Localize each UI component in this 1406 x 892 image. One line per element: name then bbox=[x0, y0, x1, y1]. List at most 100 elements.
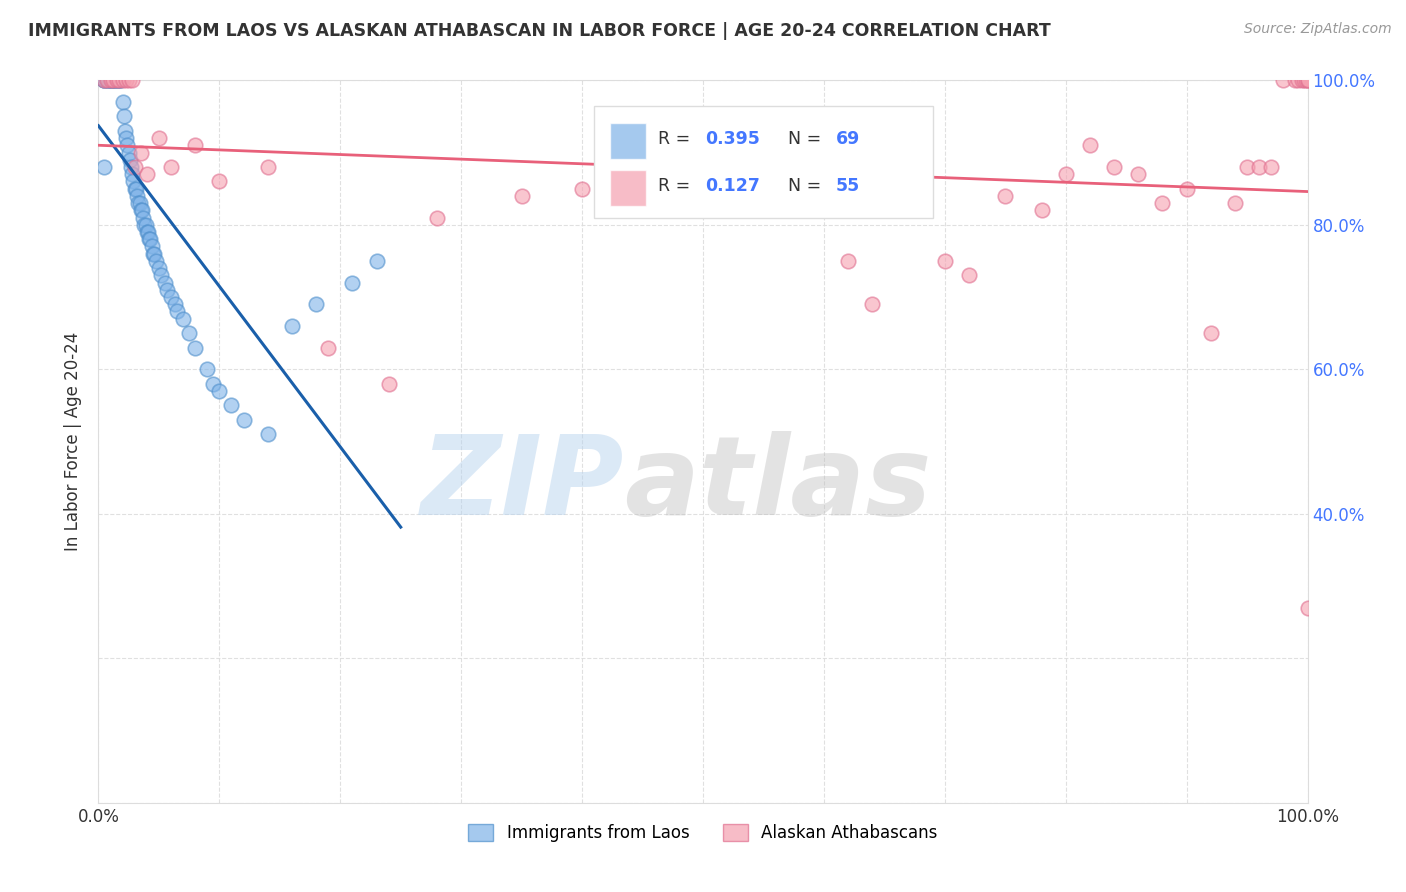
Point bbox=[97, 73, 120, 87]
Point bbox=[316, 341, 339, 355]
Point bbox=[1054, 167, 1077, 181]
Point bbox=[1031, 203, 1053, 218]
Text: 69: 69 bbox=[837, 129, 860, 147]
Point bbox=[1296, 73, 1319, 87]
Point bbox=[118, 153, 141, 167]
Point bbox=[172, 311, 194, 326]
Point bbox=[366, 253, 388, 268]
Point bbox=[110, 73, 132, 87]
Legend: Immigrants from Laos, Alaskan Athabascans: Immigrants from Laos, Alaskan Athabascan… bbox=[461, 817, 945, 848]
Point bbox=[1292, 73, 1315, 87]
Point bbox=[132, 211, 155, 225]
Point bbox=[129, 203, 152, 218]
Text: ZIP: ZIP bbox=[420, 432, 624, 539]
Point bbox=[98, 73, 121, 87]
Point bbox=[957, 268, 980, 283]
Point bbox=[105, 73, 128, 87]
Point bbox=[114, 124, 136, 138]
Text: atlas: atlas bbox=[624, 432, 932, 539]
Point bbox=[121, 73, 143, 87]
Point bbox=[131, 203, 153, 218]
Point bbox=[160, 160, 183, 174]
Text: N =: N = bbox=[787, 129, 827, 147]
Point bbox=[860, 297, 883, 311]
Point bbox=[100, 73, 122, 87]
Point bbox=[139, 232, 162, 246]
Point bbox=[100, 73, 122, 87]
Point bbox=[124, 182, 146, 196]
Point bbox=[101, 73, 124, 87]
Point bbox=[1291, 73, 1313, 87]
Point bbox=[134, 218, 156, 232]
Point bbox=[97, 73, 120, 87]
Point bbox=[510, 189, 533, 203]
Point bbox=[426, 211, 449, 225]
Point bbox=[1295, 73, 1317, 87]
Point bbox=[1128, 167, 1150, 181]
Point bbox=[96, 73, 118, 87]
Point bbox=[156, 283, 179, 297]
Point bbox=[135, 225, 157, 239]
Point bbox=[93, 73, 115, 87]
Point bbox=[145, 253, 167, 268]
Point bbox=[571, 182, 593, 196]
Point bbox=[1236, 160, 1258, 174]
Point bbox=[118, 145, 141, 160]
Point bbox=[281, 318, 304, 333]
Text: 55: 55 bbox=[837, 177, 860, 194]
Point bbox=[1102, 160, 1125, 174]
Point bbox=[112, 110, 135, 124]
Point bbox=[115, 73, 138, 87]
Point bbox=[1078, 138, 1101, 153]
Point bbox=[1260, 160, 1282, 174]
Point bbox=[166, 304, 188, 318]
Point bbox=[163, 297, 186, 311]
Point bbox=[305, 297, 328, 311]
FancyBboxPatch shape bbox=[610, 123, 647, 159]
Point bbox=[100, 73, 122, 87]
Point bbox=[100, 73, 122, 87]
Point bbox=[1286, 73, 1309, 87]
Point bbox=[103, 73, 125, 87]
Point bbox=[129, 145, 152, 160]
Point bbox=[1199, 326, 1222, 340]
Point bbox=[377, 376, 399, 391]
Point bbox=[256, 427, 278, 442]
Point bbox=[1152, 196, 1174, 211]
Point bbox=[813, 138, 835, 153]
Point bbox=[342, 276, 364, 290]
Point bbox=[117, 138, 139, 153]
Text: R =: R = bbox=[658, 129, 696, 147]
Point bbox=[668, 138, 690, 153]
Point bbox=[135, 167, 157, 181]
Point bbox=[1272, 73, 1295, 87]
Point bbox=[1223, 196, 1246, 211]
FancyBboxPatch shape bbox=[595, 105, 932, 218]
Text: 0.395: 0.395 bbox=[706, 129, 761, 147]
Point bbox=[221, 398, 243, 412]
Point bbox=[125, 182, 148, 196]
Text: 0.127: 0.127 bbox=[706, 177, 761, 194]
Point bbox=[728, 153, 751, 167]
Point bbox=[202, 376, 225, 391]
Point bbox=[160, 290, 183, 304]
Point bbox=[111, 73, 134, 87]
Point bbox=[121, 167, 143, 181]
Point bbox=[93, 73, 115, 87]
Point bbox=[122, 174, 145, 188]
Point bbox=[104, 73, 127, 87]
Point bbox=[256, 160, 278, 174]
Point bbox=[96, 73, 118, 87]
Point bbox=[143, 246, 166, 260]
Point bbox=[111, 95, 134, 109]
Point bbox=[148, 261, 170, 276]
Point bbox=[142, 246, 165, 260]
Point bbox=[108, 73, 131, 87]
Point bbox=[93, 160, 115, 174]
Point bbox=[631, 196, 654, 211]
Point bbox=[208, 174, 231, 188]
Point bbox=[93, 73, 115, 87]
Point bbox=[910, 196, 932, 211]
Y-axis label: In Labor Force | Age 20-24: In Labor Force | Age 20-24 bbox=[65, 332, 83, 551]
Point bbox=[1249, 160, 1271, 174]
